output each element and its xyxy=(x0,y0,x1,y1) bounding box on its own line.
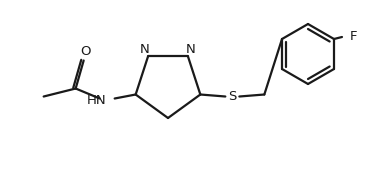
Text: N: N xyxy=(140,43,150,56)
Text: HN: HN xyxy=(87,94,107,107)
Text: S: S xyxy=(228,90,237,103)
Text: N: N xyxy=(186,43,196,56)
Text: F: F xyxy=(350,30,358,42)
Text: O: O xyxy=(80,45,91,58)
